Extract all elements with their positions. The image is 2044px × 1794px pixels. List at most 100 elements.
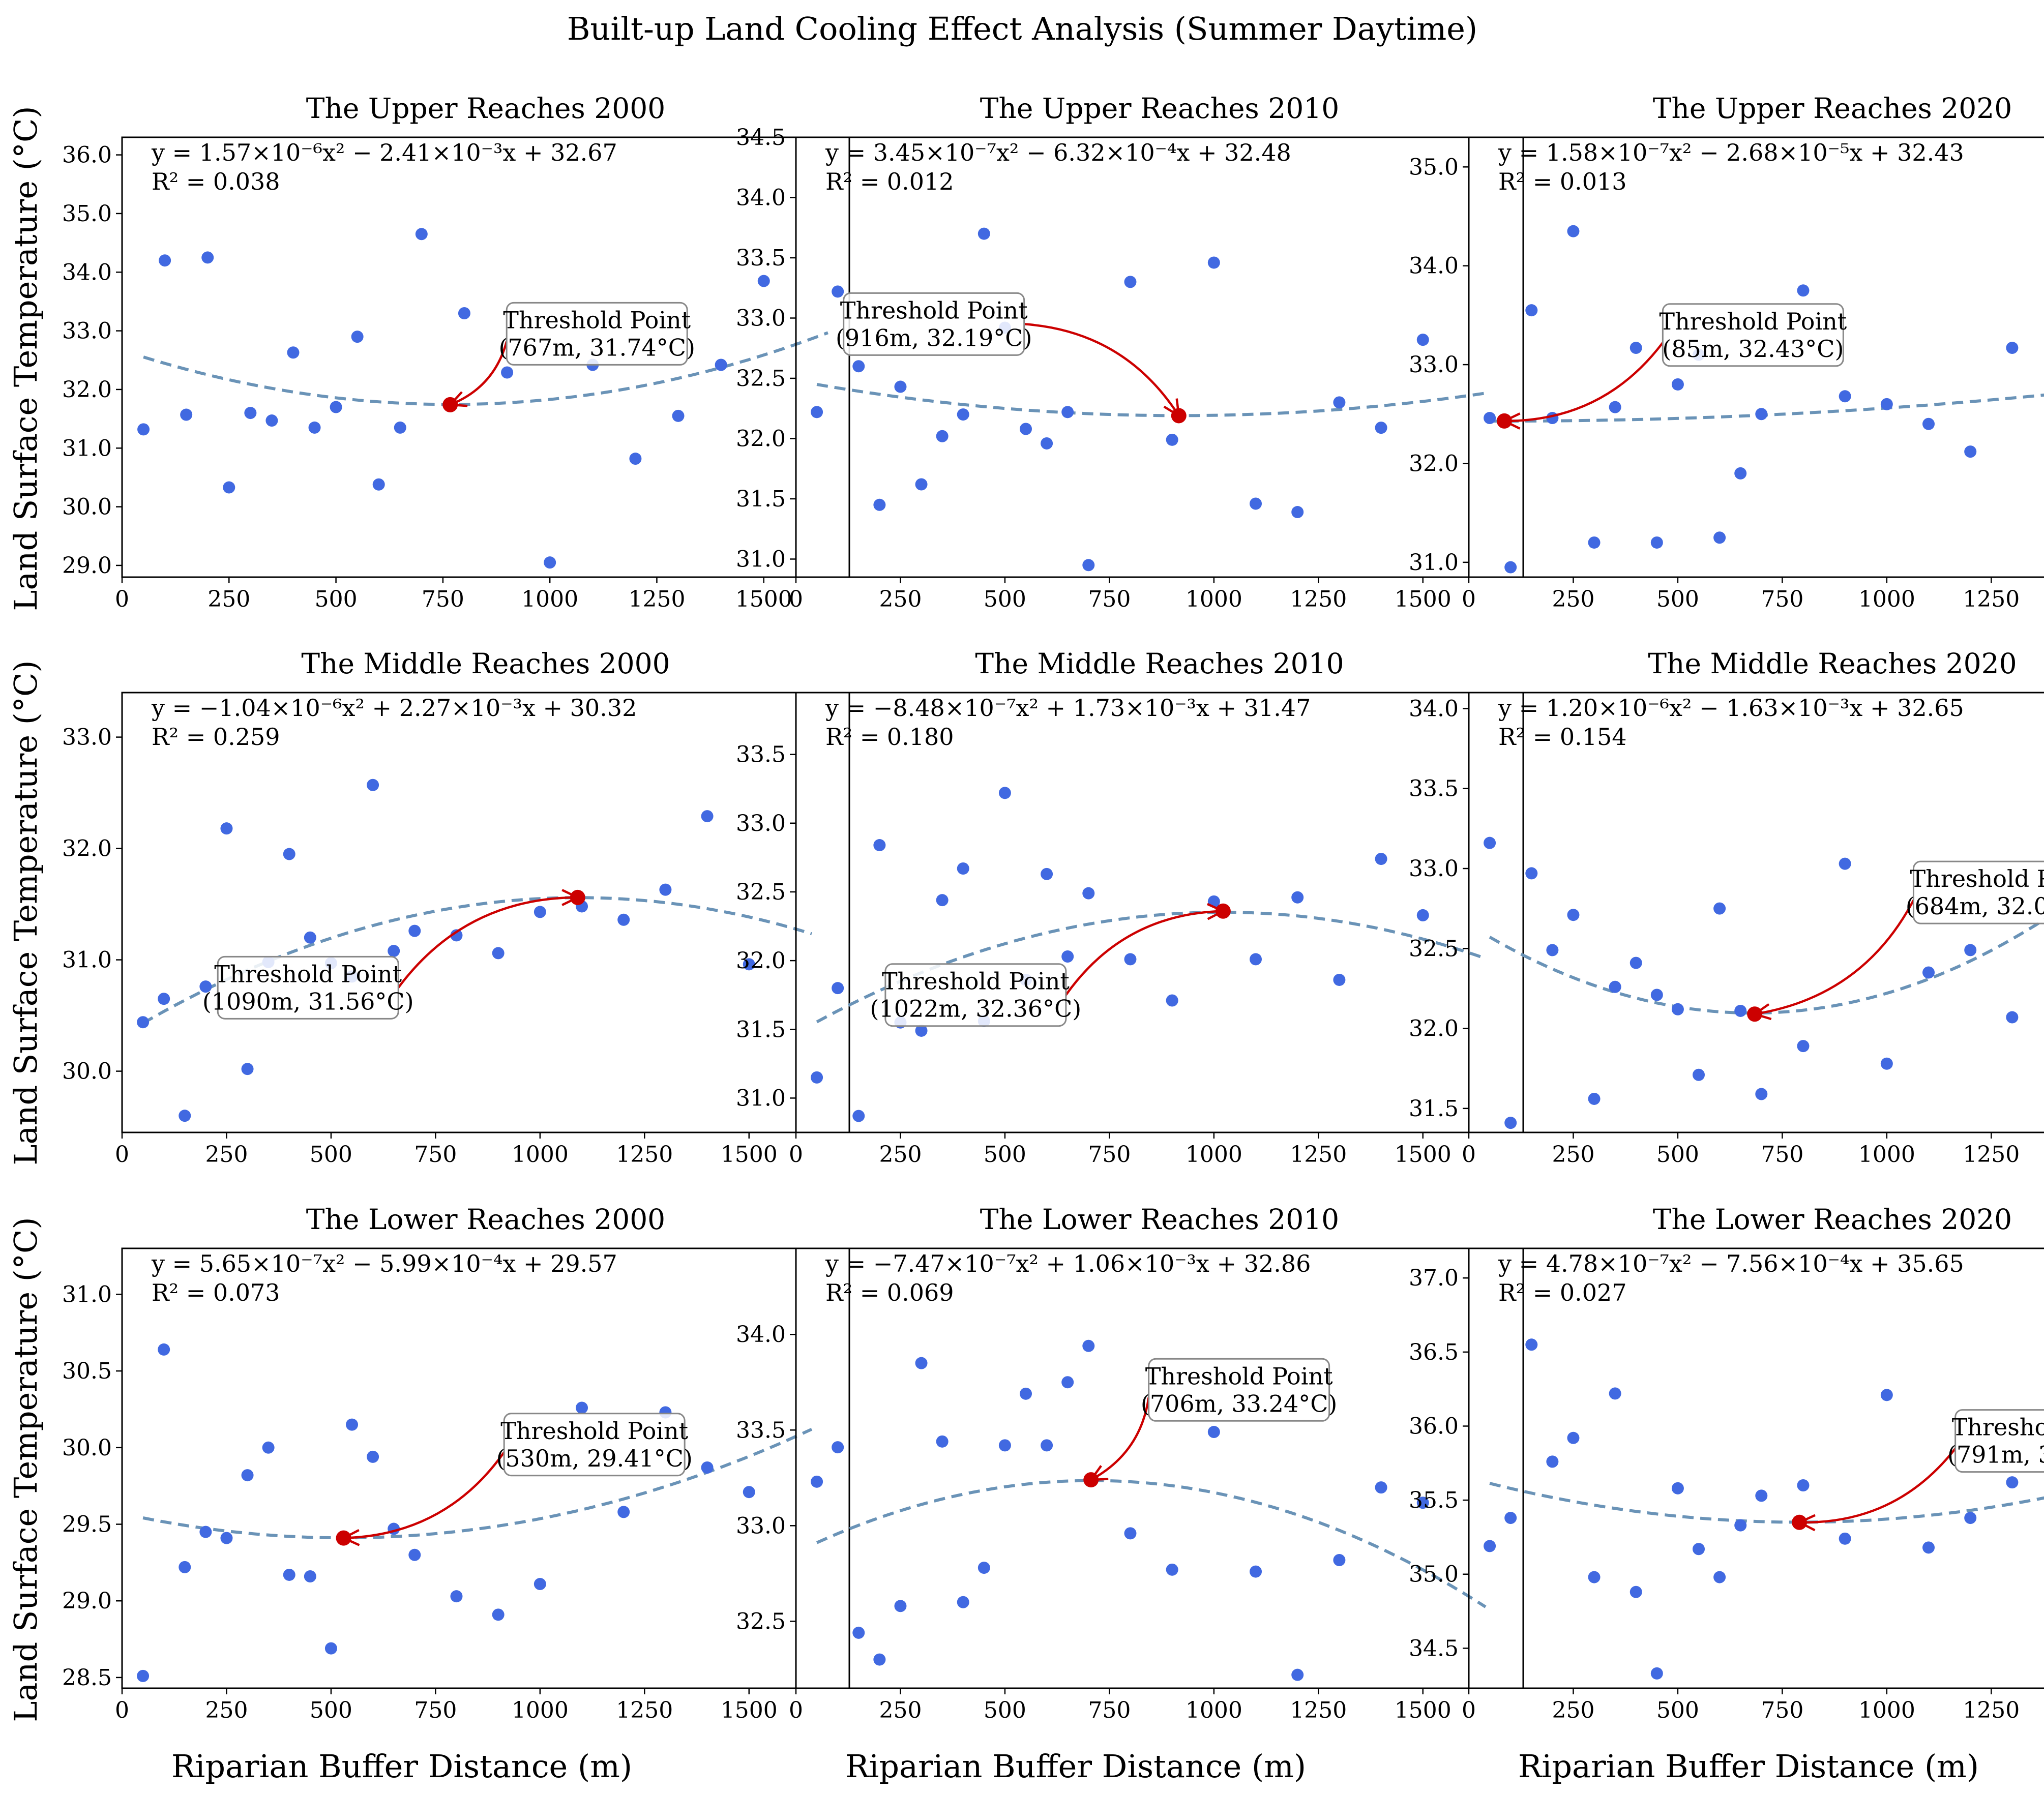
panel-8-y-tick-label: 33.0	[736, 1513, 786, 1539]
panel-7-data-point	[346, 1418, 359, 1431]
panel-9-title: The Lower Reaches 2020	[1653, 1203, 2012, 1236]
panel-8-threshold-arrow	[1090, 1397, 1150, 1481]
panel-4-data-point	[220, 822, 233, 835]
panel-4-x-tick-label: 250	[205, 1142, 248, 1168]
panel-2-r-squared: R² = 0.012	[825, 168, 954, 195]
panel-9-data-point	[1671, 1482, 1684, 1494]
panel-7-x-tick-label: 0	[115, 1697, 129, 1723]
panel-5-threshold-title: Threshold Point	[882, 968, 1070, 995]
panel-5-data-point	[1041, 868, 1053, 880]
panel-2-data-point	[1061, 406, 1074, 418]
panel-6-y-tick-label: 33.0	[1409, 856, 1459, 882]
panel-5-y-tick-label: 31.5	[736, 1016, 786, 1042]
panel-1-y-tick-label: 35.0	[62, 201, 112, 227]
panel-7-data-point	[617, 1506, 630, 1518]
panel-6-y-tick-label: 34.0	[1409, 696, 1459, 722]
panel-5-data-point	[1375, 853, 1387, 865]
panel-7-x-tick-label: 250	[205, 1697, 248, 1723]
panel-9-data-point	[1734, 1519, 1747, 1532]
panel-1-threshold-point	[442, 397, 458, 412]
panel-9-y-tick-label: 36.5	[1409, 1339, 1459, 1365]
panel-7-equation: y = 5.65×10⁻⁷x² − 5.99×10⁻⁴x + 29.57	[151, 1250, 617, 1277]
panel-1-data-point	[159, 254, 171, 267]
panel-1-data-point	[180, 408, 193, 421]
panel-3-x-tick-label: 750	[1761, 586, 1803, 612]
panel-3-title: The Upper Reaches 2020	[1653, 92, 2012, 125]
panel-8-y-tick-label: 33.5	[736, 1417, 786, 1443]
panel-3-y-tick-label: 34.0	[1409, 253, 1459, 279]
panel-1-y-tick-label: 29.0	[62, 553, 112, 579]
panel-7-axes-frame	[121, 1247, 850, 1689]
panel-3-data-point	[1588, 536, 1601, 549]
y-axis-label-row1: Land Surface Temperature (°C)	[7, 106, 44, 611]
panel-3-data-point	[1797, 284, 1810, 297]
panel-8-title: The Lower Reaches 2010	[980, 1203, 1339, 1236]
panel-2-y-tick-label: 31.0	[736, 546, 786, 572]
panel-5-y-tick-label: 33.0	[736, 811, 786, 836]
y-axis-label-row3: Land Surface Temperature (°C)	[7, 1217, 44, 1722]
panel-2-y-tick-label: 31.5	[736, 486, 786, 512]
panel-1-y-tick-label: 32.0	[62, 377, 112, 403]
figure-title: Built-up Land Cooling Effect Analysis (S…	[567, 10, 1477, 47]
panel-9-data-point	[1484, 1540, 1496, 1552]
panel-6-fit-curve	[1489, 918, 2044, 1015]
panel-8-data-point	[1124, 1527, 1137, 1540]
panel-8-data-point	[1250, 1565, 1262, 1578]
panel-2-data-point	[915, 478, 928, 491]
panel-8-data-point	[1166, 1563, 1178, 1576]
panel-2-data-point	[1041, 437, 1053, 450]
panel-4-data-point	[534, 906, 546, 918]
panel-9: The Lower Reaches 2020 0 250 500 750 1000 1250…	[1409, 1203, 2044, 1723]
panel-4-data-point	[283, 848, 295, 860]
panel-6-data-point	[1797, 1040, 1810, 1053]
panel-3-data-point	[1713, 531, 1726, 544]
panel-3-data-point	[1964, 445, 1977, 458]
panel-5-data-point	[873, 839, 886, 852]
panel-5-x-tick-label: 1250	[1290, 1142, 1347, 1168]
panel-1-data-point	[372, 478, 385, 491]
panel-9-data-point	[1567, 1431, 1580, 1444]
panel-7-threshold-title: Threshold Point	[500, 1417, 688, 1445]
panel-3-threshold-point	[1496, 413, 1512, 429]
panel-6-data-point	[1650, 989, 1663, 1001]
panel-2-title: The Upper Reaches 2010	[980, 92, 1339, 125]
panel-2-data-point	[811, 406, 823, 418]
panel-1-threshold-title: Threshold Point	[503, 306, 691, 334]
panel-3-x-tick-label: 0	[1462, 586, 1476, 612]
panel-1-title: The Upper Reaches 2000	[306, 92, 665, 125]
panel-9-x-tick-label: 250	[1552, 1697, 1594, 1723]
panel-7-data-point	[701, 1461, 714, 1474]
panel-4-threshold-label: (1090m, 31.56°C)	[202, 988, 414, 1015]
panel-6-data-point	[1839, 857, 1851, 870]
panel-2-x-tick-label: 0	[789, 586, 803, 612]
panel-5-threshold-arrow	[1065, 910, 1223, 996]
panel-8-y-tick-label: 32.5	[736, 1608, 786, 1634]
panel-8-equation: y = −7.47×10⁻⁷x² + 1.06×10⁻³x + 32.86	[825, 1250, 1311, 1277]
panel-7-data-point	[199, 1526, 212, 1538]
panel-9-threshold-title: Threshold Point	[1952, 1414, 2044, 1441]
panel-9-y-tick-label: 35.5	[1409, 1487, 1459, 1513]
panel-6-r-squared: R² = 0.154	[1498, 723, 1627, 751]
panel-1-axes-frame	[121, 136, 850, 578]
panel-8-data-point	[852, 1626, 865, 1639]
panel-7-threshold-box	[503, 1413, 686, 1477]
panel-1-fit-curve	[143, 331, 828, 406]
panel-8-x-tick-label: 750	[1088, 1697, 1131, 1723]
panel-1-data-point	[458, 307, 470, 319]
panel-6-y-tick-label: 31.5	[1409, 1096, 1459, 1122]
panel-9-y-tick-label: 35.0	[1409, 1562, 1459, 1588]
panel-6-data-point	[1693, 1068, 1705, 1081]
panel-6-title: The Middle Reaches 2020	[1648, 647, 2017, 680]
panel-5-data-point	[1124, 953, 1137, 966]
panel-9-data-point	[1588, 1571, 1601, 1583]
panel-9-y-tick-label: 36.0	[1409, 1413, 1459, 1439]
panel-3-data-point	[1755, 408, 1768, 421]
panel-9-data-point	[1504, 1512, 1517, 1524]
panel-9-y-tick-label: 37.0	[1409, 1265, 1459, 1291]
panel-2-axes-frame	[795, 136, 1524, 578]
panel-5-x-tick-label: 1000	[1186, 1142, 1242, 1168]
panel-3-equation: y = 1.58×10⁻⁷x² − 2.68×10⁻⁵x + 32.43	[1498, 139, 1964, 166]
panel-7-data-point	[324, 1642, 337, 1655]
panel-7-threshold-label: (530m, 29.41°C)	[496, 1445, 692, 1472]
